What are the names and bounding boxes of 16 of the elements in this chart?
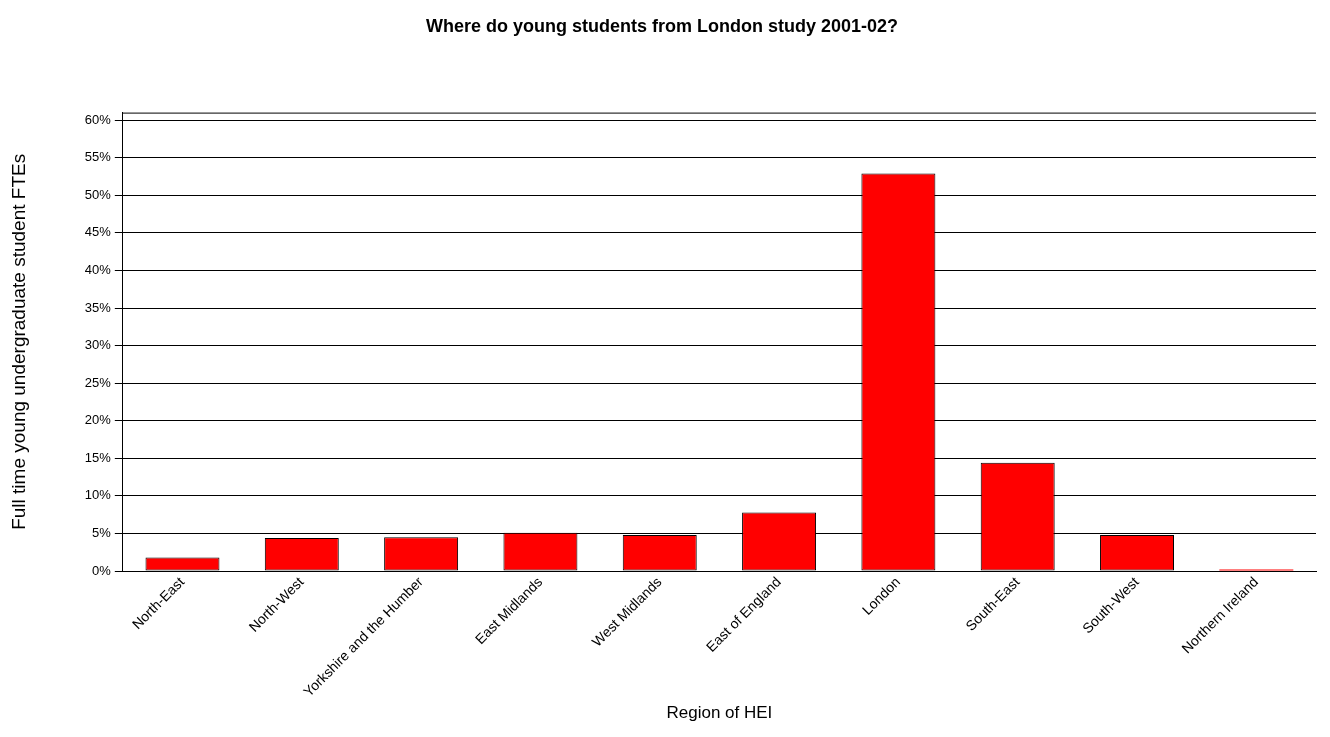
y-tick-label: 45% (84, 224, 112, 240)
y-tick-label: 55% (84, 149, 112, 165)
y-axis-title: Full time young undergraduate student FTEs (7, 153, 29, 530)
y-tick-label: 25% (84, 374, 112, 390)
y-tick-label: 60% (84, 111, 112, 127)
y-tick-label: 20% (84, 412, 112, 428)
y-tick-label: 0% (92, 562, 112, 578)
y-tick-label: 5% (92, 525, 112, 541)
y-tick-label: 10% (84, 487, 112, 503)
y-tick-label: 40% (84, 262, 112, 278)
y-tick-label: 15% (84, 449, 112, 465)
y-tick-label: 30% (84, 337, 112, 353)
y-tick-label: 50% (84, 186, 112, 202)
x-axis-title: Region of HEI (666, 703, 773, 723)
y-tick-label: 35% (84, 299, 112, 315)
chart-title: Where do young students from London study 2001-02? (425, 15, 899, 36)
